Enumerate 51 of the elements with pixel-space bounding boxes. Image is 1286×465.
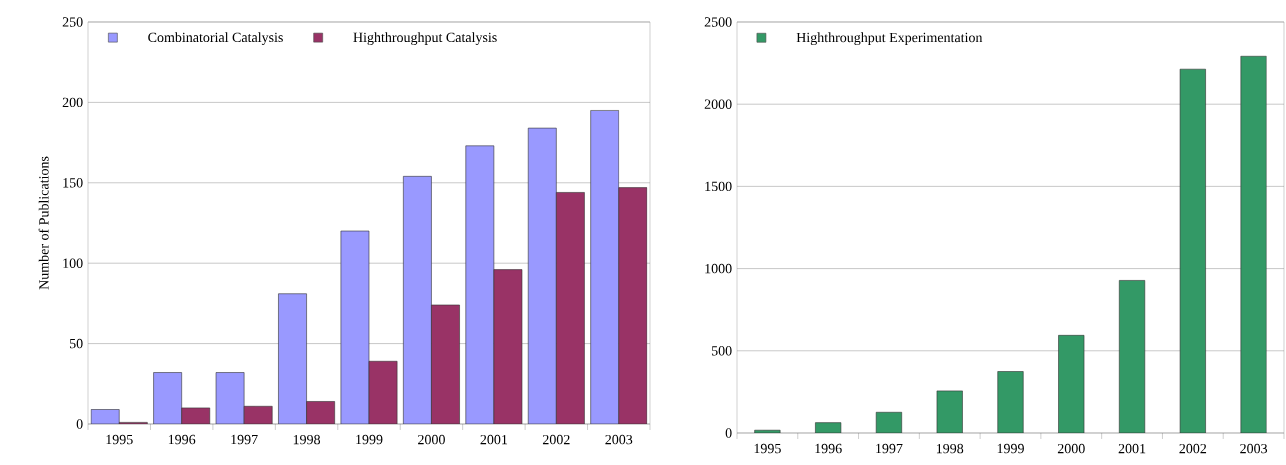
y-tick-label: 2500 xyxy=(704,17,732,27)
bar xyxy=(403,176,432,424)
x-tick-label: 1998 xyxy=(293,434,321,445)
y-tick-label: 500 xyxy=(711,346,732,356)
y-tick-label: 100 xyxy=(63,258,83,268)
x-tick-label: 1999 xyxy=(356,434,383,445)
bar xyxy=(1118,280,1146,433)
bar xyxy=(465,145,495,424)
y-tick-label: 1000 xyxy=(705,263,732,274)
bar xyxy=(1058,335,1085,433)
bar xyxy=(215,372,245,424)
x-tick-label: 2002 xyxy=(542,434,570,445)
bar xyxy=(590,110,620,424)
x-tick-label: 2000 xyxy=(418,434,445,445)
y-tick-label: 200 xyxy=(62,97,83,108)
bar xyxy=(527,127,557,424)
x-tick-label: 1999 xyxy=(997,443,1024,454)
y-tick-label: 0 xyxy=(725,428,732,438)
x-tick-label: 1997 xyxy=(231,434,258,445)
bar xyxy=(936,390,963,433)
legend-label: Highthroughput Experimentation xyxy=(796,32,983,46)
x-tick-label: 1996 xyxy=(815,443,842,454)
bar xyxy=(997,371,1024,433)
y-tick-label: 150 xyxy=(63,178,83,188)
y-tick-label: 50 xyxy=(69,338,83,349)
x-tick-label: 2001 xyxy=(480,434,508,445)
bar xyxy=(754,429,781,433)
x-tick-label: 2000 xyxy=(1057,443,1085,454)
bar xyxy=(1240,55,1267,433)
bar xyxy=(153,372,182,424)
y-axis-title: Number of Publications xyxy=(38,156,49,290)
x-tick-label: 2003 xyxy=(1240,443,1268,454)
bar xyxy=(1179,68,1206,433)
bar xyxy=(340,230,370,424)
y-tick-label: 2000 xyxy=(704,99,732,109)
bar xyxy=(815,422,842,433)
bar xyxy=(278,293,307,424)
x-tick-label: 1996 xyxy=(168,434,196,445)
bar xyxy=(875,411,903,433)
y-tick-label: 0 xyxy=(76,419,83,429)
x-tick-label: 2002 xyxy=(1179,443,1207,454)
x-tick-label: 2003 xyxy=(605,434,633,445)
x-tick-label: 2001 xyxy=(1118,443,1146,454)
y-tick-label: 1500 xyxy=(705,181,732,192)
x-tick-label: 1995 xyxy=(106,434,133,445)
y-tick-label: 250 xyxy=(62,17,83,27)
legend-label: Highthroughput Catalysis xyxy=(353,32,497,45)
x-tick-label: 1995 xyxy=(754,443,781,454)
x-tick-label: 1998 xyxy=(936,443,964,454)
x-tick-label: 1997 xyxy=(876,443,903,454)
legend-label: Combinatorial Catalysis xyxy=(148,32,283,45)
